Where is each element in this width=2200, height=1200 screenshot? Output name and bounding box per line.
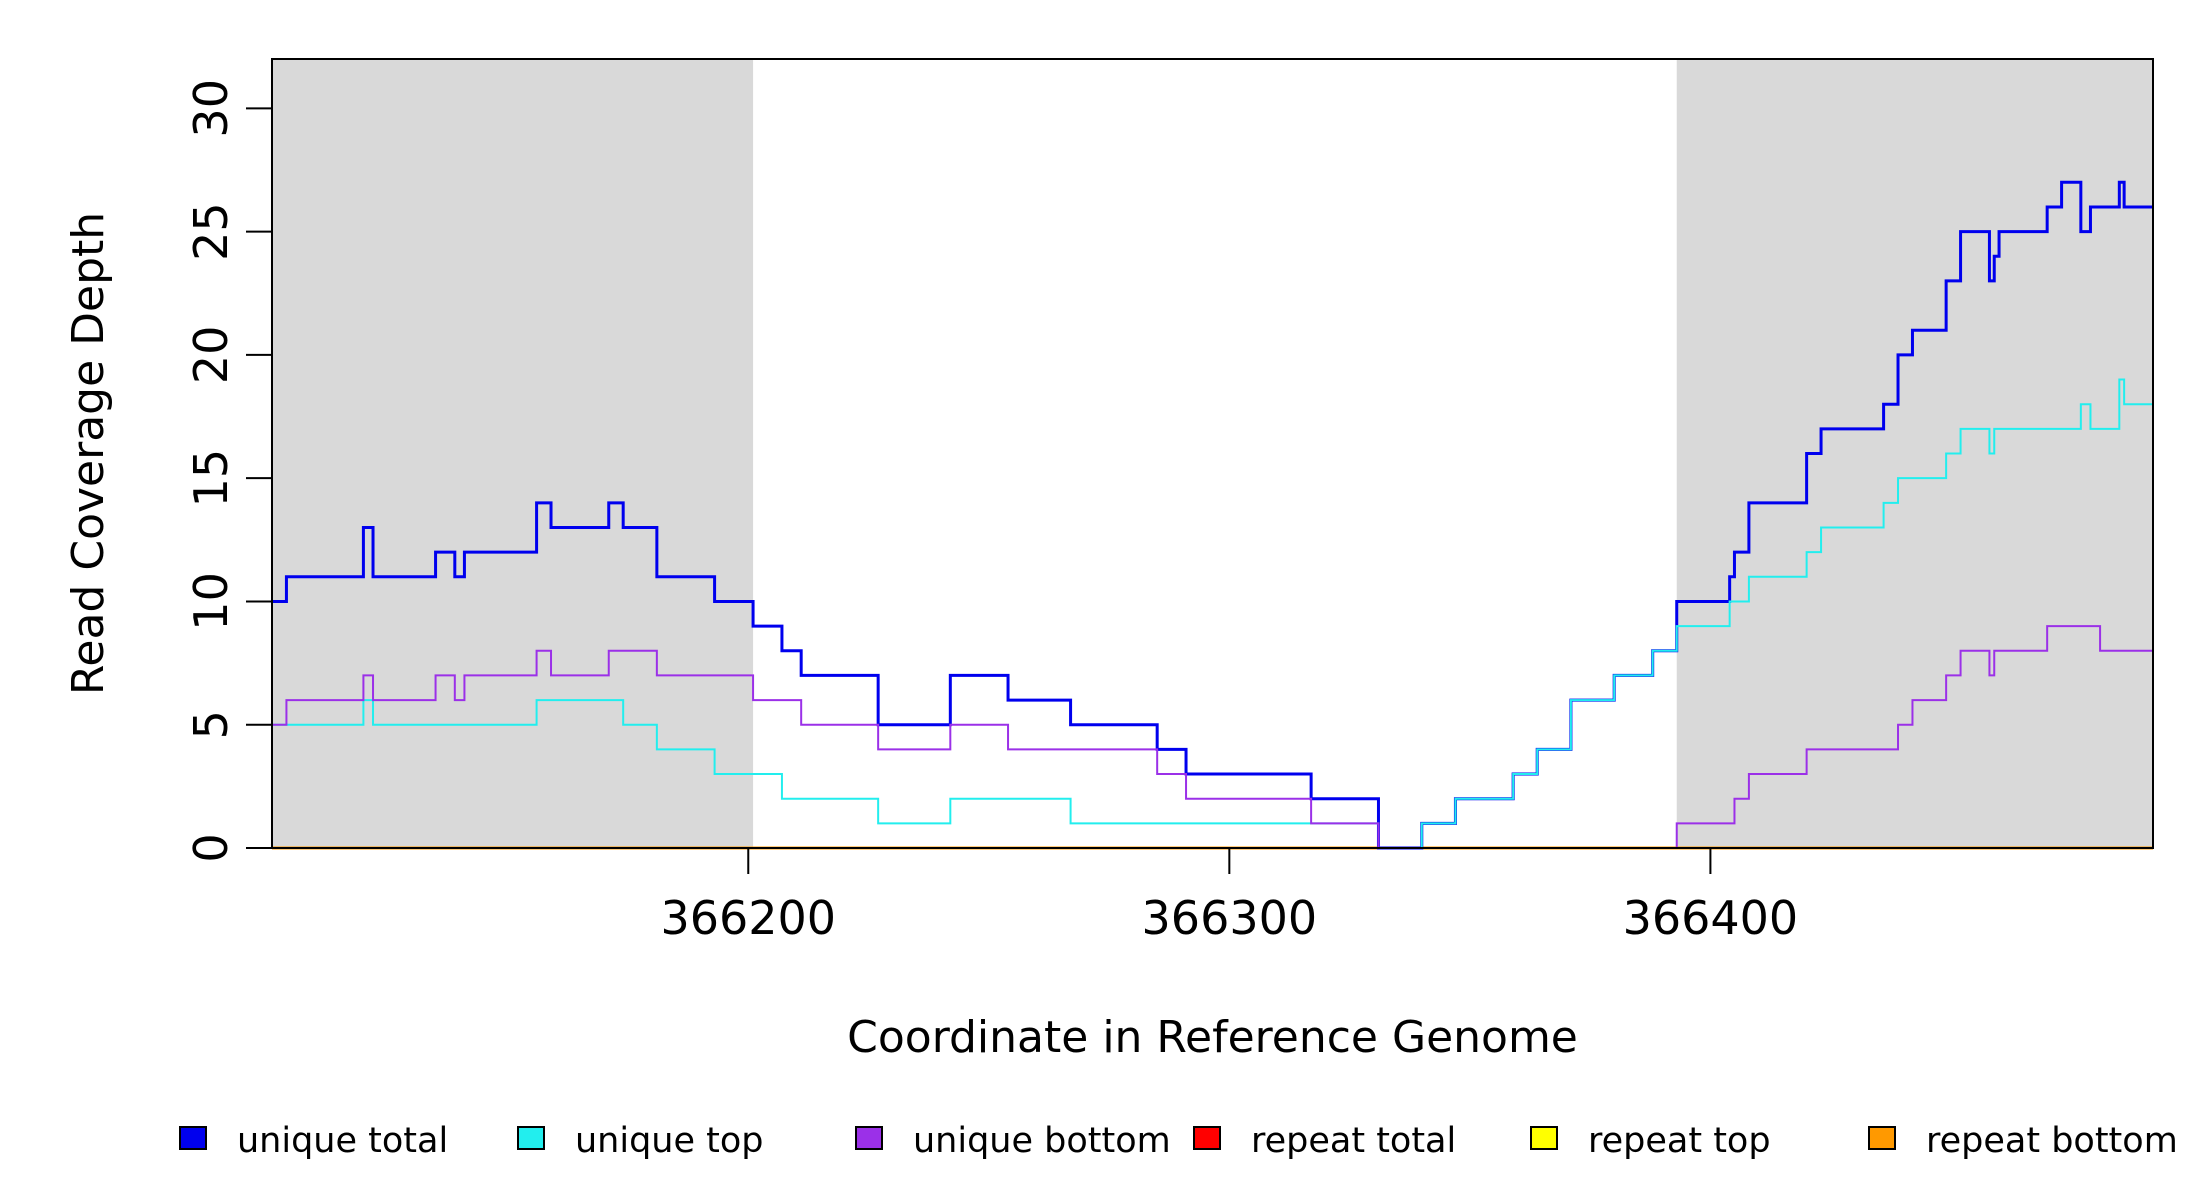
legend-swatch bbox=[1868, 1126, 1896, 1150]
legend: unique total unique top unique bottom repea… bbox=[179, 1121, 2178, 1161]
legend-swatch bbox=[179, 1126, 207, 1150]
y-axis-title: Read Coverage Depth bbox=[63, 212, 114, 695]
legend-label: repeat total bbox=[1251, 1121, 1456, 1161]
series-unique-top bbox=[272, 378, 2153, 849]
y-tick-label: 30 bbox=[184, 79, 238, 138]
legend-swatch bbox=[517, 1126, 545, 1150]
y-tick-label: 25 bbox=[184, 202, 238, 261]
legend-swatch bbox=[1530, 1126, 1558, 1150]
x-tick-label: 366400 bbox=[1623, 891, 1799, 945]
legend-label: unique bottom bbox=[913, 1121, 1171, 1161]
shaded-region bbox=[1676, 59, 2153, 848]
y-tick-label: 0 bbox=[184, 833, 238, 862]
y-axis: 0 5 10 15 20 25 30 bbox=[184, 79, 272, 863]
legend-label: unique total bbox=[237, 1121, 448, 1161]
legend-label: repeat bottom bbox=[1926, 1121, 2178, 1161]
y-tick-label: 5 bbox=[184, 710, 238, 739]
legend-swatch bbox=[1193, 1126, 1221, 1150]
y-tick-label: 15 bbox=[184, 449, 238, 508]
legend-label: unique top bbox=[575, 1121, 764, 1161]
legend-label: repeat top bbox=[1588, 1121, 1771, 1161]
y-tick-label: 10 bbox=[184, 572, 238, 631]
x-tick-label: 366200 bbox=[660, 891, 836, 945]
shaded-region bbox=[272, 59, 754, 848]
legend-swatch bbox=[855, 1126, 883, 1150]
y-tick-label: 20 bbox=[184, 326, 238, 385]
x-axis: 366200 366300 366400 bbox=[660, 848, 1798, 945]
series-unique-bottom bbox=[272, 625, 2153, 849]
plot-frame bbox=[271, 58, 2154, 849]
x-tick-label: 366300 bbox=[1142, 891, 1318, 945]
shaded-regions bbox=[272, 59, 2153, 848]
x-axis-title: Coordinate in Reference Genome bbox=[847, 1012, 1578, 1063]
